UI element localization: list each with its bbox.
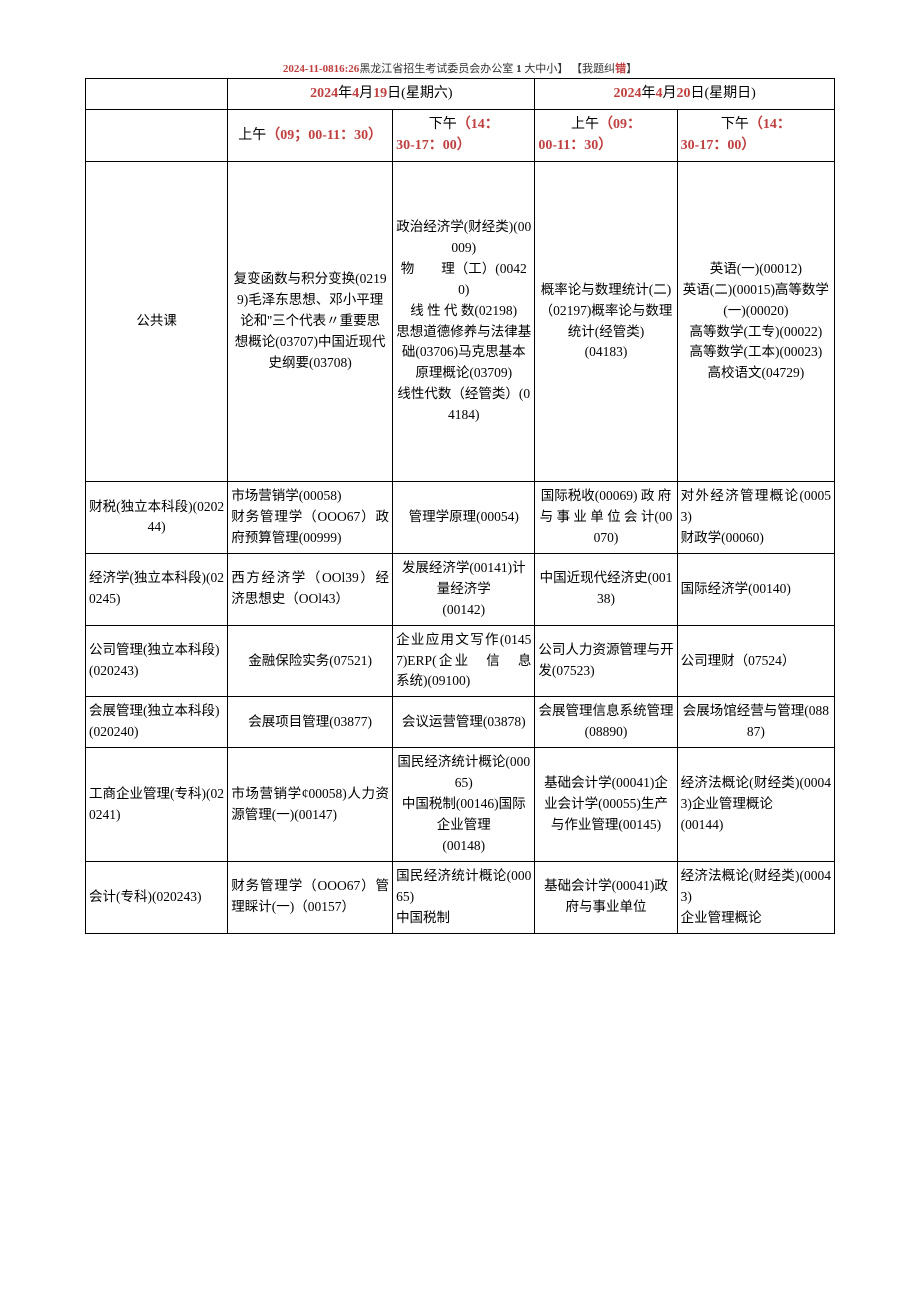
cell: 国际税收(00069) 政 府与 事 业 单 位 会 计(00070) bbox=[535, 482, 677, 554]
table-row: 会展管理(独立本科段)(020240) 会展项目管理(03877) 会议运营管理… bbox=[86, 697, 835, 748]
cell: 国民经济统计概论(00065)中国税制 bbox=[393, 861, 535, 933]
row-name: 会展管理(独立本科段)(020240) bbox=[86, 697, 228, 748]
cell: 英语(一)(00012)英语(二)(00015)高等数学(一)(00020)高等… bbox=[677, 162, 834, 482]
cell: 国际经济学(00140) bbox=[677, 553, 834, 625]
cell: 公司人力资源管理与开发(07523) bbox=[535, 625, 677, 697]
table-row: 公共课 复变函数与积分变换(02199)毛泽东思想、邓小平理论和''三个代表〃重… bbox=[86, 162, 835, 482]
font-sizes: 1 大中小 bbox=[516, 63, 557, 75]
cell: 对外经济管理概论(00053)财政学(00060) bbox=[677, 482, 834, 554]
cell: 国民经济统计概论(00065)中国税制(00146)国际企业管理(00148) bbox=[393, 748, 535, 862]
cell: 经济法概论(财经类)(00043)企业管理概论 bbox=[677, 861, 834, 933]
timestamp: 2024-11-0816:26 bbox=[283, 63, 359, 75]
cell: 会议运营管理(03878) bbox=[393, 697, 535, 748]
cell: 经济法概论(财经类)(00043)企业管理概论(00144) bbox=[677, 748, 834, 862]
time-header-row: 上午（09；00-11：30） 下午（14： 30-17：00） 上午（09： … bbox=[86, 109, 835, 161]
time-col-3: 上午（09： 00-11：30） bbox=[535, 109, 677, 161]
cell: 市场营销学¢00058)人力资源管理(一)(00147) bbox=[228, 748, 393, 862]
table-row: 工商企业管理(专科)(020241) 市场营销学¢00058)人力资源管理(一)… bbox=[86, 748, 835, 862]
cell: 发展经济学(00141)计量经济学(00142) bbox=[393, 553, 535, 625]
date-apr-20: 2024年4月20日(星期日) bbox=[535, 79, 835, 110]
cell: 基础会计学(00041)企业会计学(00055)生产与作业管理(00145) bbox=[535, 748, 677, 862]
row-name: 公共课 bbox=[86, 162, 228, 482]
cell: 复变函数与积分变换(02199)毛泽东思想、邓小平理论和''三个代表〃重要思想概… bbox=[228, 162, 393, 482]
cell: 会展管理信息系统管理(08890) bbox=[535, 697, 677, 748]
row-name: 会计(专科)(020243) bbox=[86, 861, 228, 933]
cell: 基础会计学(00041)政府与事业单位 bbox=[535, 861, 677, 933]
page-header: 2024-11-0816:26黑龙江省招生考试委员会办公室 1 大中小】 【我题… bbox=[85, 60, 835, 76]
cell: 概率论与数理统计(二)（02197)概率论与数理统计(经管类)(04183) bbox=[535, 162, 677, 482]
row-name: 公司管理(独立本科段)(020243) bbox=[86, 625, 228, 697]
cell: 会展项目管理(03877) bbox=[228, 697, 393, 748]
row-name: 经济学(独立本科段)(020245) bbox=[86, 553, 228, 625]
schedule-table: 2024年4月19日(星期六) 2024年4月20日(星期日) 上午（09；00… bbox=[85, 78, 835, 934]
row-name: 财税(独立本科段)(020244) bbox=[86, 482, 228, 554]
cell: 金融保险实务(07521) bbox=[228, 625, 393, 697]
date-header-row: 2024年4月19日(星期六) 2024年4月20日(星期日) bbox=[86, 79, 835, 110]
cell: 管理学原理(00054) bbox=[393, 482, 535, 554]
table-row: 公司管理(独立本科段)(020243) 金融保险实务(07521) 企业应用文写… bbox=[86, 625, 835, 697]
cell: 会展场馆经营与管理(08887) bbox=[677, 697, 834, 748]
cell: 财务管理学（OOO67）管理睬计(一)（00157） bbox=[228, 861, 393, 933]
time-col-1: 上午（09；00-11：30） bbox=[228, 109, 393, 161]
cell: 公司理财（07524） bbox=[677, 625, 834, 697]
table-row: 会计(专科)(020243) 财务管理学（OOO67）管理睬计(一)（00157… bbox=[86, 861, 835, 933]
cell: 政治经济学(财经类)(00009)物 理（工）(00420)线 性 代 数(02… bbox=[393, 162, 535, 482]
correction-label: 【我题纠错】 bbox=[571, 63, 637, 75]
cell: 企业应用文写作(01457)ERP(企业 信 息 系统)(09100) bbox=[393, 625, 535, 697]
time-col-2: 下午（14： 30-17：00） bbox=[393, 109, 535, 161]
table-row: 财税(独立本科段)(020244) 市场营销学(00058)财务管理学（OOO6… bbox=[86, 482, 835, 554]
org: 黑龙江省招生考试委员会办公室 bbox=[359, 63, 513, 75]
table-row: 经济学(独立本科段)(020245) 西方经济学（OOl39）经济思想史（OOl… bbox=[86, 553, 835, 625]
cell: 中国近现代经济史(00138) bbox=[535, 553, 677, 625]
cell: 西方经济学（OOl39）经济思想史（OOl43） bbox=[228, 553, 393, 625]
row-name: 工商企业管理(专科)(020241) bbox=[86, 748, 228, 862]
cell: 市场营销学(00058)财务管理学（OOO67）政府预算管理(00999) bbox=[228, 482, 393, 554]
time-col-4: 下午（14： 30-17：00） bbox=[677, 109, 834, 161]
date-apr-19: 2024年4月19日(星期六) bbox=[228, 79, 535, 110]
